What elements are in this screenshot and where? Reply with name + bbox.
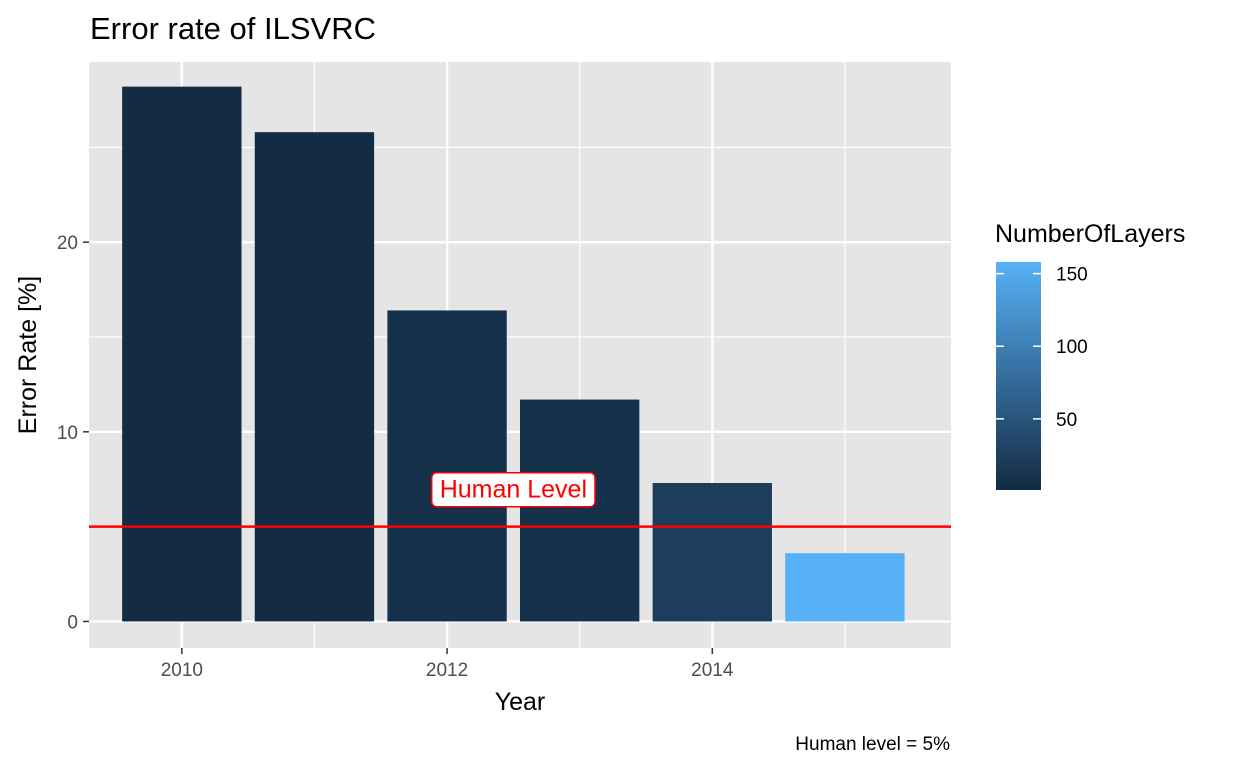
- y-axis: 0 10 20: [57, 233, 89, 633]
- bar-2013: [520, 399, 640, 622]
- x-axis: 2010 2012 2014: [161, 648, 734, 681]
- legend: NumberOfLayers 50 100 150: [995, 220, 1185, 490]
- y-tick-label: 10: [57, 423, 78, 444]
- x-tick-label: 2014: [691, 660, 734, 681]
- legend-tick-label: 150: [1056, 265, 1088, 286]
- annotation-box: [430, 471, 596, 508]
- bar-2014: [652, 483, 772, 622]
- annotation-group: Human Level: [430, 471, 596, 508]
- bars: [122, 86, 905, 622]
- y-axis-title: Error Rate [%]: [14, 276, 42, 434]
- chart-title: Error rate of ILSVRC: [90, 11, 376, 46]
- y-tick-label: 0: [67, 612, 78, 633]
- bar-2012: [387, 310, 507, 622]
- legend-tick-label: 100: [1056, 337, 1088, 358]
- annotation-label: Human Level: [440, 476, 587, 504]
- legend-title: NumberOfLayers: [995, 220, 1185, 248]
- legend-colorbar: [996, 262, 1041, 490]
- legend-tick-label: 50: [1056, 410, 1077, 431]
- caption: Human level = 5%: [795, 734, 950, 755]
- bar-2010: [122, 86, 242, 622]
- x-tick-label: 2012: [426, 660, 468, 681]
- x-axis-title: Year: [495, 688, 546, 716]
- bar-2011: [254, 132, 375, 622]
- x-tick-label: 2010: [161, 660, 203, 681]
- bar-2015: [785, 553, 905, 622]
- legend-ticks: 50 100 150: [996, 265, 1088, 431]
- y-tick-label: 20: [57, 233, 78, 254]
